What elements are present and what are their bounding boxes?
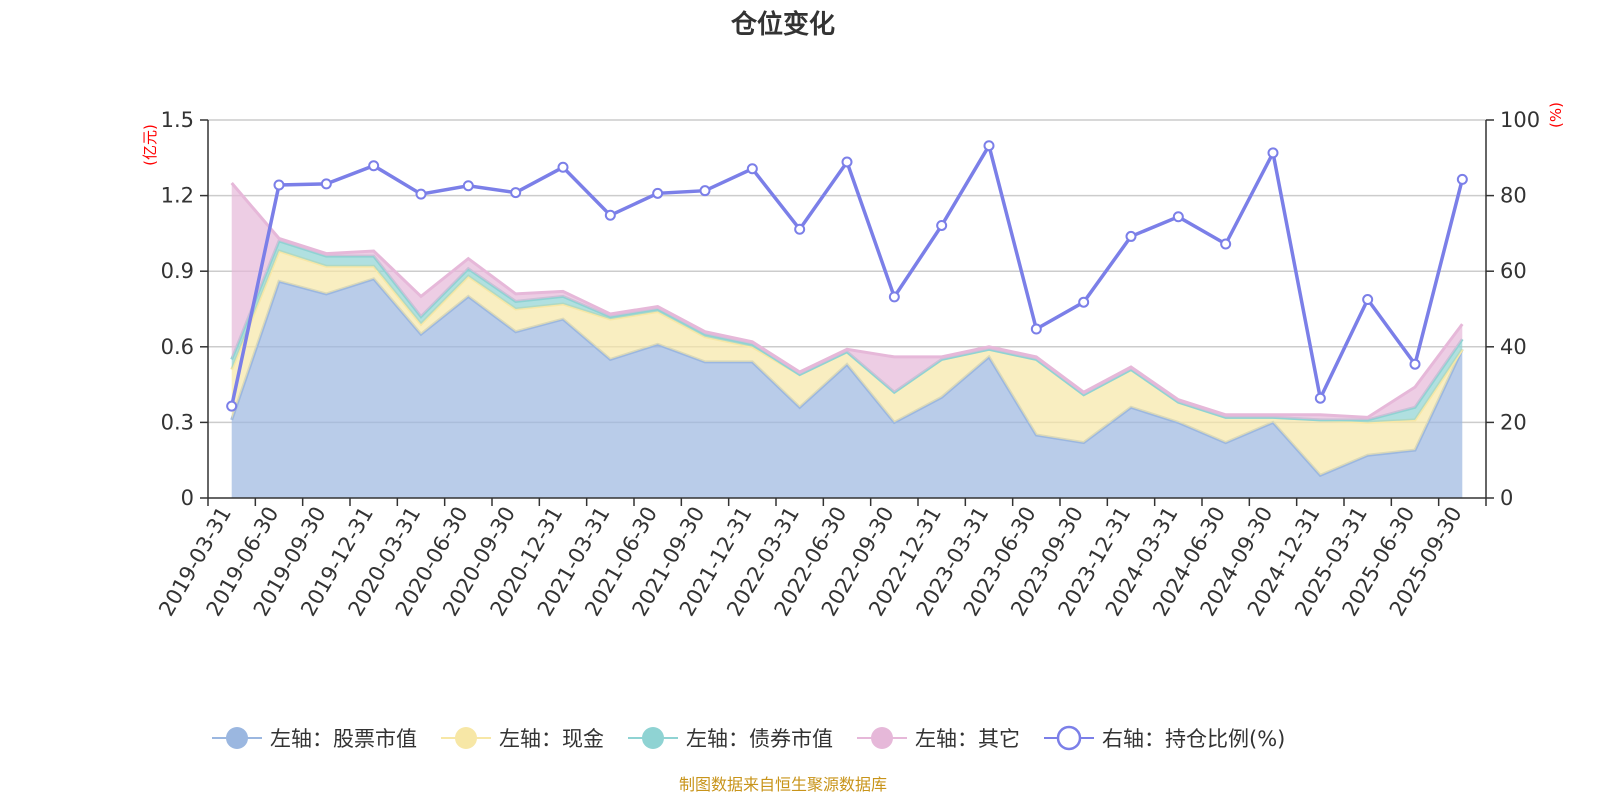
right-tick-label: 20 bbox=[1500, 410, 1527, 434]
ratio-point bbox=[1220, 238, 1232, 250]
area-series-3 bbox=[231, 241, 1463, 423]
ratio-line-series bbox=[226, 140, 1468, 412]
right-tick-label: 40 bbox=[1500, 335, 1527, 359]
area-series-1 bbox=[231, 278, 1463, 498]
ratio-point bbox=[1078, 296, 1090, 308]
ratio-point bbox=[273, 179, 285, 191]
ratio-point bbox=[1172, 211, 1184, 223]
right-tick-label: 100 bbox=[1500, 108, 1540, 132]
area-series-edge-4 bbox=[230, 182, 1464, 419]
left-tick-label: 1.5 bbox=[161, 108, 194, 132]
ratio-point bbox=[1030, 323, 1042, 335]
left-tick-label: 0.3 bbox=[161, 410, 194, 434]
legend-marker-5 bbox=[1056, 725, 1082, 751]
ratio-point bbox=[983, 140, 995, 152]
right-axis-ticks: 0 20 40 60 80 100 bbox=[1486, 108, 1540, 510]
ratio-point bbox=[794, 223, 806, 235]
ratio-point bbox=[226, 400, 238, 412]
left-axis-ticks: 0 0.3 0.6 0.9 1.2 1.5 bbox=[161, 108, 208, 510]
ratio-point bbox=[510, 187, 522, 199]
legend-marker-1 bbox=[226, 727, 248, 749]
ratio-point bbox=[1456, 173, 1468, 185]
left-tick-label: 0.9 bbox=[161, 259, 194, 283]
ratio-point bbox=[652, 187, 664, 199]
ratio-point bbox=[1314, 392, 1326, 404]
ratio-point bbox=[841, 156, 853, 168]
legend: 左轴：股票市值 左轴：现金 左轴：债券市值 左轴：其它 右轴：持仓比例(%) bbox=[212, 725, 1285, 751]
legend-label-2: 左轴：现金 bbox=[499, 727, 604, 751]
right-tick-label: 60 bbox=[1500, 259, 1527, 283]
ratio-point bbox=[1125, 230, 1137, 242]
legend-label-5: 右轴：持仓比例(%) bbox=[1102, 727, 1285, 751]
legend-marker-3 bbox=[642, 727, 664, 749]
ratio-point bbox=[415, 188, 427, 200]
left-tick-label: 1.2 bbox=[161, 184, 194, 208]
ratio-point bbox=[1409, 358, 1421, 370]
legend-marker-4 bbox=[871, 727, 893, 749]
ratio-point bbox=[320, 178, 332, 190]
ratio-point bbox=[604, 209, 616, 221]
ratio-point bbox=[936, 219, 948, 231]
legend-label-3: 左轴：债券市值 bbox=[686, 727, 833, 751]
ratio-point bbox=[1267, 147, 1279, 159]
x-axis-ticks: 2019-03-312019-06-302019-09-302019-12-31… bbox=[154, 498, 1487, 620]
ratio-point bbox=[888, 291, 900, 303]
ratio-point bbox=[462, 180, 474, 192]
ratio-point bbox=[1362, 294, 1374, 306]
legend-marker-2 bbox=[455, 727, 477, 749]
ratio-point bbox=[699, 185, 711, 197]
right-tick-label: 0 bbox=[1500, 486, 1513, 510]
chart-title: 仓位变化 bbox=[730, 9, 835, 40]
axes bbox=[207, 120, 1487, 499]
area-series bbox=[230, 182, 1464, 498]
left-tick-label: 0 bbox=[181, 486, 194, 510]
right-axis-unit: (%) bbox=[1547, 102, 1565, 128]
ratio-point bbox=[557, 161, 569, 173]
right-tick-label: 80 bbox=[1500, 184, 1527, 208]
data-source-note: 制图数据来自恒生聚源数据库 bbox=[679, 775, 887, 794]
legend-label-1: 左轴：股票市值 bbox=[270, 727, 417, 751]
left-tick-label: 0.6 bbox=[161, 335, 194, 359]
legend-label-4: 左轴：其它 bbox=[915, 727, 1020, 751]
ratio-point bbox=[368, 160, 380, 172]
left-axis-unit: (亿元) bbox=[141, 124, 159, 166]
ratio-point bbox=[746, 163, 758, 175]
